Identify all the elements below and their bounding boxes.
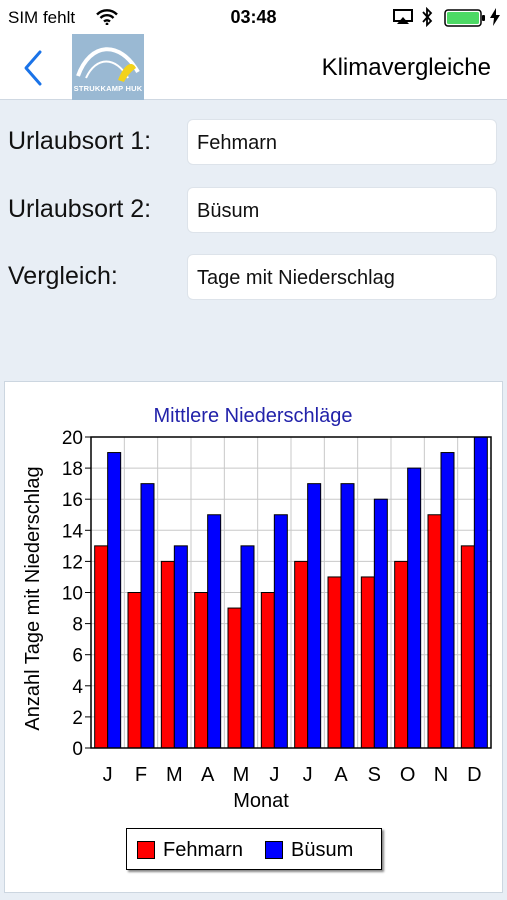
location-1-label: Urlaubsort 1: xyxy=(8,127,152,155)
bar-buesum-6 xyxy=(307,483,322,749)
form-row-location-2: Urlaubsort 2: Büsum xyxy=(0,187,507,235)
bar-fehmarn-9 xyxy=(394,560,409,749)
bar-buesum-10 xyxy=(440,452,455,749)
xtick-label-11: D xyxy=(467,764,481,786)
ytick-label-7: 14 xyxy=(62,521,84,542)
form-area: Urlaubsort 1: Fehmarn Urlaubsort 2: Büsu… xyxy=(0,101,507,381)
xtick-label-5: J xyxy=(269,764,279,786)
ytick-label-3: 6 xyxy=(72,646,83,667)
x-axis-label: Monat xyxy=(233,790,289,812)
xtick-label-7: A xyxy=(334,764,348,786)
charging-icon xyxy=(490,8,500,26)
bar-fehmarn-6 xyxy=(294,560,309,749)
logo: STRUKKAMP HUK xyxy=(72,34,144,100)
ytick-label-5: 10 xyxy=(62,584,83,605)
legend-label-buesum: Büsum xyxy=(291,839,354,861)
location-2-field[interactable]: Büsum xyxy=(187,187,497,233)
ytick-label-1: 2 xyxy=(72,708,83,729)
xtick-label-1: F xyxy=(135,764,147,786)
bar-buesum-0 xyxy=(107,452,122,749)
bar-fehmarn-8 xyxy=(360,576,375,749)
ytick-label-0: 0 xyxy=(72,739,83,760)
chart-legend: Fehmarn Büsum xyxy=(126,828,382,870)
nav-bar: STRUKKAMP HUK Klimavergleiche xyxy=(0,34,507,100)
ytick-label-4: 8 xyxy=(72,615,83,636)
xtick-label-8: S xyxy=(368,764,381,786)
bar-fehmarn-7 xyxy=(327,576,342,749)
bar-buesum-1 xyxy=(140,483,155,749)
status-bar: SIM fehlt 03:48 xyxy=(0,0,507,34)
y-axis-label: Anzahl Tage mit Niederschlag xyxy=(22,466,44,730)
precipitation-chart: Mittlere Niederschläge 0 2 4 6 8 10 12 14 16 18 20 J… xyxy=(22,405,492,812)
logo-text: STRUKKAMP HUK xyxy=(73,84,143,93)
comparison-label: Vergleich: xyxy=(8,262,118,290)
bar-fehmarn-5 xyxy=(260,592,275,749)
bar-fehmarn-1 xyxy=(127,592,142,749)
bar-fehmarn-2 xyxy=(160,560,175,749)
bluetooth-icon xyxy=(422,7,433,27)
location-2-label: Urlaubsort 2: xyxy=(8,195,152,223)
ytick-label-10: 20 xyxy=(62,428,83,449)
xtick-label-6: J xyxy=(303,764,313,786)
xtick-label-10: N xyxy=(434,764,448,786)
xtick-label-3: A xyxy=(201,764,215,786)
bar-buesum-3 xyxy=(207,514,222,749)
xtick-label-0: J xyxy=(103,764,113,786)
form-row-location-1: Urlaubsort 1: Fehmarn xyxy=(0,119,507,167)
location-1-field[interactable]: Fehmarn xyxy=(187,119,497,165)
chart-title: Mittlere Niederschläge xyxy=(154,405,353,427)
carrier-label: SIM fehlt xyxy=(8,8,76,27)
xtick-label-2: M xyxy=(166,764,183,786)
bar-buesum-8 xyxy=(373,498,388,749)
ytick-label-9: 18 xyxy=(62,459,83,480)
logo-graphic xyxy=(76,47,140,82)
back-button[interactable] xyxy=(18,48,50,88)
battery-icon xyxy=(444,9,485,27)
status-time: 03:48 xyxy=(230,7,277,27)
airplay-icon xyxy=(393,9,413,24)
bar-buesum-2 xyxy=(173,545,188,749)
bar-fehmarn-10 xyxy=(427,514,442,749)
ytick-label-6: 12 xyxy=(62,552,83,573)
ytick-label-8: 16 xyxy=(62,490,83,511)
bar-buesum-9 xyxy=(407,467,422,749)
bar-buesum-11 xyxy=(473,436,488,749)
form-row-comparison: Vergleich: Tage mit Niederschlag xyxy=(0,254,507,302)
bar-buesum-5 xyxy=(273,514,288,749)
ytick-label-2: 4 xyxy=(72,677,83,698)
bar-fehmarn-11 xyxy=(460,545,475,749)
bar-buesum-4 xyxy=(240,545,255,749)
wifi-icon xyxy=(96,9,118,25)
legend-swatch-buesum xyxy=(265,841,283,859)
chart-panel: Mittlere Niederschläge 0 2 4 6 8 10 12 14 16 18 20 J… xyxy=(4,381,503,893)
bar-fehmarn-0 xyxy=(94,545,109,749)
bar-fehmarn-3 xyxy=(194,592,209,749)
bar-buesum-7 xyxy=(340,483,355,749)
bar-fehmarn-4 xyxy=(227,607,242,749)
xtick-label-4: M xyxy=(233,764,250,786)
chevron-left-icon xyxy=(24,50,42,86)
page-title: Klimavergleiche xyxy=(321,54,491,81)
xtick-label-9: O xyxy=(400,764,416,786)
comparison-field[interactable]: Tage mit Niederschlag xyxy=(187,254,497,300)
legend-label-fehmarn: Fehmarn xyxy=(163,839,244,861)
legend-swatch-fehmarn xyxy=(137,841,155,859)
